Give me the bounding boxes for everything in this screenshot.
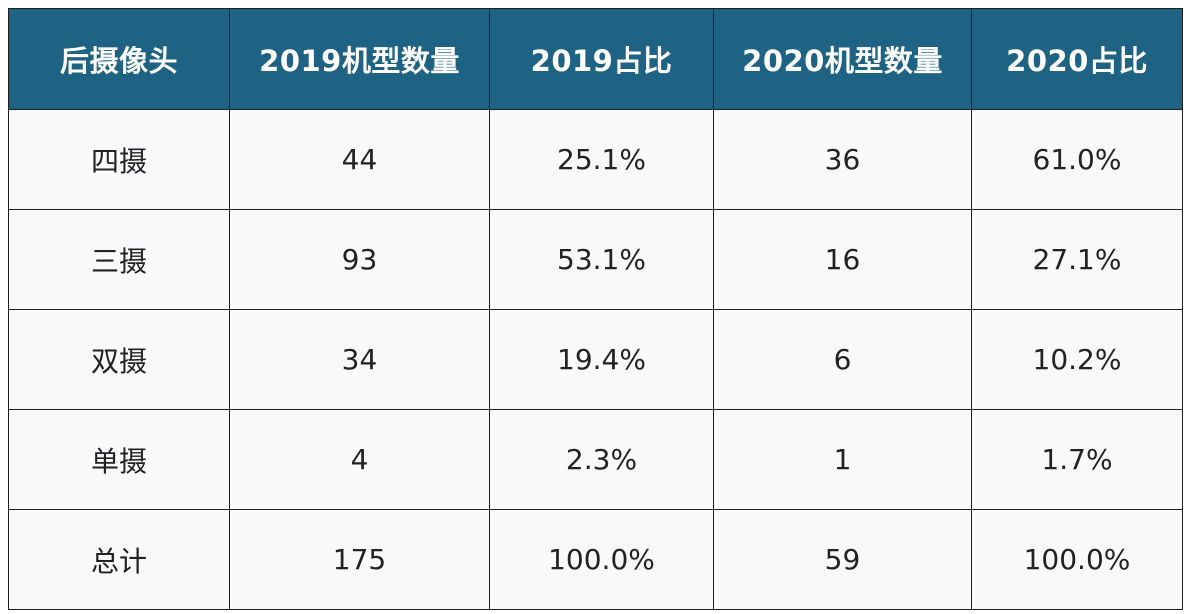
cell-2020-share: 61.0% <box>971 109 1183 210</box>
cell-2019-share: 100.0% <box>489 509 714 610</box>
header-2019-model-count: 2019机型数量 <box>229 8 490 110</box>
header-2020-model-count: 2020机型数量 <box>713 8 972 110</box>
cell-camera-type: 总计 <box>8 509 230 610</box>
cell-2020-share: 1.7% <box>971 409 1183 510</box>
camera-config-table: 后摄像头 2019机型数量 2019占比 2020机型数量 2020占比 四摄 … <box>8 8 1183 610</box>
header-2019-share: 2019占比 <box>489 8 714 110</box>
table-row: 单摄 4 2.3% 1 1.7% <box>8 409 1183 510</box>
cell-2019-count: 4 <box>229 409 490 510</box>
cell-2019-share: 53.1% <box>489 209 714 310</box>
cell-2020-count: 6 <box>713 309 972 410</box>
table-row: 三摄 93 53.1% 16 27.1% <box>8 209 1183 310</box>
table-header-row: 后摄像头 2019机型数量 2019占比 2020机型数量 2020占比 <box>8 8 1183 110</box>
cell-2019-count: 44 <box>229 109 490 210</box>
cell-2019-count: 175 <box>229 509 490 610</box>
cell-2020-share: 100.0% <box>971 509 1183 610</box>
cell-2019-share: 2.3% <box>489 409 714 510</box>
cell-2019-share: 19.4% <box>489 309 714 410</box>
cell-2020-count: 1 <box>713 409 972 510</box>
cell-2020-count: 36 <box>713 109 972 210</box>
cell-camera-type: 四摄 <box>8 109 230 210</box>
table-row: 双摄 34 19.4% 6 10.2% <box>8 309 1183 410</box>
header-rear-camera: 后摄像头 <box>8 8 230 110</box>
cell-2019-count: 34 <box>229 309 490 410</box>
camera-config-table-container: 后摄像头 2019机型数量 2019占比 2020机型数量 2020占比 四摄 … <box>8 8 1183 610</box>
cell-2020-share: 27.1% <box>971 209 1183 310</box>
cell-2019-share: 25.1% <box>489 109 714 210</box>
table-row: 四摄 44 25.1% 36 61.0% <box>8 109 1183 210</box>
header-2020-share: 2020占比 <box>971 8 1183 110</box>
cell-2020-share: 10.2% <box>971 309 1183 410</box>
cell-camera-type: 三摄 <box>8 209 230 310</box>
cell-camera-type: 单摄 <box>8 409 230 510</box>
table-row-total: 总计 175 100.0% 59 100.0% <box>8 509 1183 610</box>
cell-2019-count: 93 <box>229 209 490 310</box>
cell-camera-type: 双摄 <box>8 309 230 410</box>
cell-2020-count: 59 <box>713 509 972 610</box>
cell-2020-count: 16 <box>713 209 972 310</box>
